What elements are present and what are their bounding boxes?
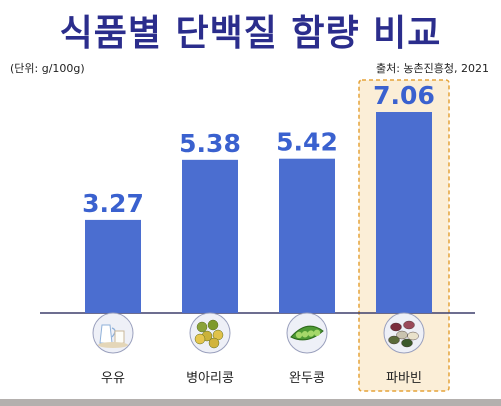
bar-4	[376, 112, 432, 313]
value-label-4: 7.06	[373, 81, 435, 110]
bar-1	[85, 219, 141, 313]
bar-3	[279, 158, 335, 313]
icons-layer: 우유 병아리콩 완두콩 파바빈	[92, 312, 425, 386]
pea-pod-icon-art	[290, 325, 324, 341]
category-label-3: 완두콩	[289, 371, 325, 386]
bars-layer: 3.27 5.38 5.42 7.06	[82, 81, 435, 313]
source-note: 출처: 농촌진흥청, 2021	[375, 62, 489, 75]
unit-note: (단위: g/100g)	[10, 62, 85, 75]
bottom-strip	[0, 399, 501, 406]
chickpea-icon-art	[194, 319, 224, 349]
bar-2	[182, 159, 238, 313]
fava-bean-icon-art	[388, 320, 419, 348]
value-label-1: 3.27	[82, 189, 144, 218]
category-label-4: 파바빈	[386, 371, 422, 386]
milk-icon-art	[98, 324, 128, 348]
value-label-3: 5.42	[276, 128, 338, 157]
value-label-2: 5.38	[179, 129, 241, 158]
category-label-1: 우유	[101, 371, 125, 386]
chart-title: 식품별 단백질 함량 비교	[59, 13, 442, 54]
category-label-2: 병아리콩	[186, 371, 234, 386]
